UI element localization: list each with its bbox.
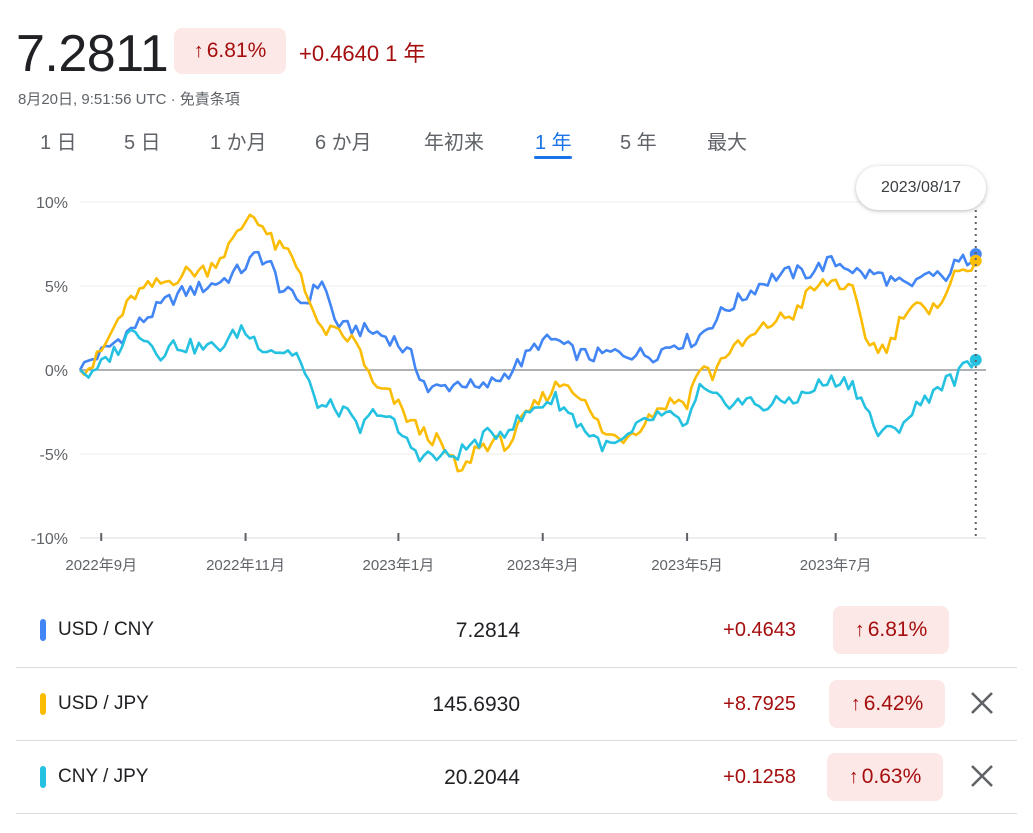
- absolute-change: +0.4640 1 年: [299, 36, 426, 68]
- percent-change-badge: ↑ 6.81%: [174, 28, 286, 74]
- x-tick-label: 2023年1月: [363, 557, 435, 574]
- x-tick-label: 2023年3月: [507, 557, 579, 574]
- tab-ytd[interactable]: 年初来: [424, 132, 484, 154]
- series-line-usd-cny: [78, 250, 980, 394]
- pair-percent-badge: ↑ 6.42%: [829, 680, 945, 728]
- current-price: 7.2811: [16, 25, 169, 83]
- x-tick-label: 2022年9月: [65, 557, 137, 574]
- row-divider: [16, 740, 1017, 741]
- arrow-up-icon: ↑: [193, 39, 204, 62]
- arrow-up-icon: ↑: [850, 692, 861, 715]
- arrow-up-icon: ↑: [848, 765, 859, 788]
- pair-percent: 6.81%: [867, 618, 928, 641]
- period-label: 1 年: [385, 41, 426, 66]
- disclaimer-link[interactable]: 免責条項: [179, 91, 240, 108]
- y-tick-label: 5%: [45, 279, 68, 296]
- timestamp-line: 8月20日, 9:51:56 UTC · 免責条項: [18, 88, 240, 109]
- pair-percent: 6.42%: [863, 692, 924, 715]
- pair-value: 20.2044: [444, 766, 520, 789]
- tab-6m[interactable]: 6 か月: [315, 132, 372, 154]
- y-tick-label: 10%: [36, 195, 68, 212]
- pair-percent: 0.63%: [861, 765, 922, 788]
- active-tab-indicator: [534, 156, 572, 159]
- close-icon[interactable]: [966, 687, 998, 719]
- tab-5d[interactable]: 5 日: [124, 132, 161, 154]
- pair-change: +0.4643: [723, 619, 796, 641]
- pair-change: +8.7925: [723, 693, 796, 715]
- pair-value: 145.6930: [432, 693, 520, 716]
- tab-1m[interactable]: 1 か月: [210, 132, 267, 154]
- y-tick-label: -5%: [40, 447, 68, 464]
- x-tick-label: 2022年11月: [206, 557, 285, 574]
- pair-name: CNY / JPY: [58, 766, 149, 787]
- pair-name: USD / JPY: [58, 693, 149, 714]
- tab-5y[interactable]: 5 年: [620, 132, 657, 154]
- pair-percent-badge: ↑ 6.81%: [833, 606, 949, 654]
- table-row[interactable]: USD / CNY 7.2814 +0.4643 ↑ 6.81%: [16, 593, 1017, 666]
- y-tick-label: -10%: [31, 531, 68, 548]
- pair-value: 7.2814: [455, 619, 520, 642]
- tab-1y[interactable]: 1 年: [535, 132, 572, 154]
- x-tick-label: 2023年7月: [800, 557, 872, 574]
- pair-change: +0.1258: [723, 766, 796, 788]
- tab-1d[interactable]: 1 日: [40, 132, 77, 154]
- series-endpoint: [969, 353, 982, 366]
- series-swatch-cny-jpy: [40, 766, 46, 788]
- row-divider: [16, 667, 1017, 668]
- pair-name: USD / CNY: [58, 619, 155, 640]
- date-tooltip: 2023/08/17: [856, 166, 986, 210]
- series-endpoint: [969, 254, 982, 267]
- pair-percent-badge: ↑ 0.63%: [827, 753, 943, 801]
- x-tick-label: 2023年5月: [651, 557, 723, 574]
- table-row[interactable]: CNY / JPY 20.2044 +0.1258 ↑ 0.63%: [16, 740, 1017, 813]
- series-line-usd-jpy: [79, 213, 980, 473]
- separator: ·: [170, 91, 176, 108]
- tab-max[interactable]: 最大: [707, 132, 747, 154]
- close-icon[interactable]: [966, 760, 998, 792]
- table-row[interactable]: USD / JPY 145.6930 +8.7925 ↑ 6.42%: [16, 667, 1017, 740]
- timestamp: 8月20日, 9:51:56 UTC: [18, 91, 167, 108]
- arrow-up-icon: ↑: [854, 618, 865, 641]
- series-swatch-usd-cny: [40, 619, 46, 641]
- fx-line-chart[interactable]: 10% 5% 0% -5% -10% 2022年9月 2022年11月 2023年1月 2023…: [0, 160, 1033, 580]
- y-tick-label: 0%: [45, 363, 68, 380]
- series-line-cny-jpy: [79, 324, 980, 463]
- series-swatch-usd-jpy: [40, 693, 46, 715]
- absolute-change-value: +0.4640: [299, 41, 380, 66]
- row-divider: [16, 813, 1017, 814]
- percent-change-label: 6.81%: [206, 39, 267, 62]
